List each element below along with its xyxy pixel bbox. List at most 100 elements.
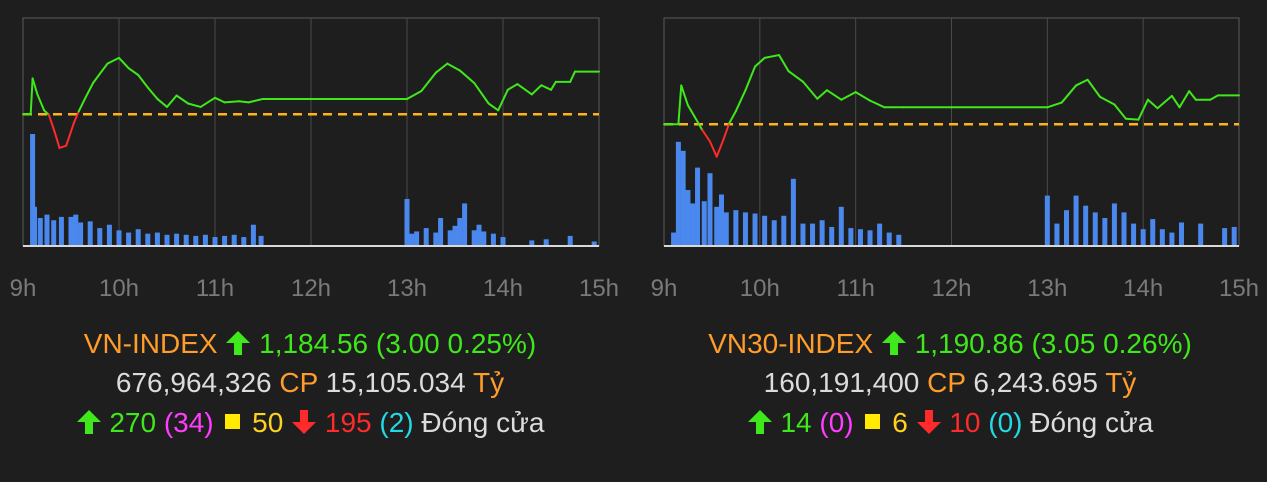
volume-bar	[707, 173, 713, 246]
volume-bar	[1222, 228, 1228, 246]
price-line-segment	[701, 129, 711, 143]
price-line-segment	[506, 83, 519, 91]
market-status: Đóng cửa	[1030, 407, 1154, 438]
x-tick-label: 12h	[931, 275, 971, 302]
price-line-segment	[1060, 84, 1078, 104]
vn30-index-chart: 9h 10h 11h 12h 13h 14h 15h	[651, 17, 1259, 302]
index-summary-line: VN-INDEX 1,184.56 (3.00 0.25%)	[0, 326, 620, 362]
volume-bar	[800, 223, 806, 246]
price-line-segment	[58, 144, 68, 149]
price-line-segment	[1046, 101, 1063, 109]
price-line-segment	[801, 80, 819, 100]
volume-bar	[457, 218, 463, 246]
volume-bar	[438, 218, 444, 246]
breadth-line: 270 (34) 50 195 (2) Đóng cửa	[0, 405, 620, 441]
price-line-segment	[446, 62, 461, 72]
up-arrow-icon	[226, 331, 251, 355]
x-tick-label: 15h	[1219, 275, 1259, 302]
ceiling-count: (0)	[819, 407, 854, 438]
volume-bar	[529, 240, 535, 246]
price-line-segment	[677, 84, 683, 126]
volume-bar	[116, 230, 122, 246]
price-line-segment	[84, 81, 95, 99]
volume-bar	[433, 232, 439, 246]
down-arrow-icon	[292, 410, 317, 434]
x-tick-label: 9h	[651, 275, 678, 302]
volume-bar	[404, 198, 410, 246]
volume-bar	[30, 134, 36, 246]
price-line-segment	[146, 86, 159, 100]
volume-bar	[174, 233, 180, 246]
volume-bar	[414, 231, 420, 246]
volume-bar	[258, 235, 264, 246]
unchanged-square-icon	[865, 414, 881, 429]
x-tick-label: 13h	[387, 275, 427, 302]
turnover-value: 6,243.695	[973, 367, 1098, 398]
index-change: (3.05 0.26%)	[1031, 328, 1192, 359]
price-line-segment	[1124, 117, 1140, 121]
volume-bar	[51, 220, 57, 246]
volume-bar	[896, 234, 902, 246]
volume-bar	[1073, 195, 1079, 246]
price-line-segment	[31, 77, 39, 96]
price-line-segment	[118, 56, 130, 70]
volume-bar	[838, 206, 844, 246]
price-line-segment	[473, 81, 490, 105]
price-line-segment	[744, 65, 757, 92]
price-line-segment	[98, 62, 109, 75]
price-line-segment	[166, 94, 178, 108]
floor-count: (0)	[988, 407, 1023, 438]
price-line-segment	[1156, 94, 1173, 110]
price-line-segment	[199, 96, 216, 108]
volume-bar	[1054, 223, 1060, 246]
vn-index-panel: 9h 10h 11h 12h 13h 14h 15h VN-INDEX 1,184.56 (…	[0, 0, 620, 482]
volume-bar	[781, 215, 787, 246]
volume-bar	[1083, 205, 1089, 246]
unit-label: Tỷ	[472, 367, 505, 398]
x-tick-label: 12h	[291, 275, 331, 302]
volume-bar	[819, 220, 825, 246]
price-line-segment	[840, 91, 857, 101]
price-line-segment	[420, 71, 437, 92]
price-line-segment	[686, 104, 696, 118]
volume-bar	[183, 234, 189, 246]
price-line-segment	[223, 100, 240, 104]
price-line-segment	[709, 140, 718, 158]
turnover-value: 15,105.034	[325, 367, 466, 398]
price-line-segment	[175, 94, 190, 105]
price-line-segment	[65, 121, 75, 147]
volume-bar	[1064, 210, 1069, 246]
volume-bar	[762, 215, 768, 246]
volume-bar	[154, 232, 160, 246]
volume-bar	[857, 229, 863, 246]
price-line-segment	[47, 113, 56, 133]
volume-bar	[1169, 232, 1175, 246]
volume-line: 676,964,326 CP 15,105.034 Tỷ	[0, 365, 620, 401]
volume-bar	[1102, 218, 1108, 246]
volume-bar	[886, 232, 892, 246]
price-line-segment	[1178, 90, 1191, 109]
index-value: 1,190.86	[914, 328, 1024, 359]
volume-bar	[829, 226, 835, 246]
price-line-segment	[816, 89, 828, 100]
volume-bar	[723, 212, 729, 246]
breadth-line: 14 (0) 6 10 (0) Đóng cửa	[640, 405, 1260, 441]
price-line-segment	[214, 96, 226, 104]
volume-value: 160,191,400	[763, 367, 920, 398]
price-line-segment	[1099, 95, 1116, 106]
x-tick-label: 10h	[99, 275, 139, 302]
volume-bar	[490, 233, 496, 246]
price-line-segment	[869, 99, 886, 109]
x-tick-label: 9h	[10, 275, 37, 302]
volume-bar	[202, 234, 208, 246]
price-line-segment	[1113, 103, 1127, 120]
unchanged-count: 6	[892, 407, 908, 438]
volume-bar	[222, 235, 228, 246]
price-line-segment	[693, 115, 704, 132]
volume-bar	[742, 212, 748, 246]
volume-bar	[126, 232, 132, 246]
cp-label: CP	[927, 367, 966, 398]
volume-bar	[752, 213, 758, 246]
index-name: VN-INDEX	[83, 328, 218, 359]
price-line-segment	[516, 83, 533, 96]
